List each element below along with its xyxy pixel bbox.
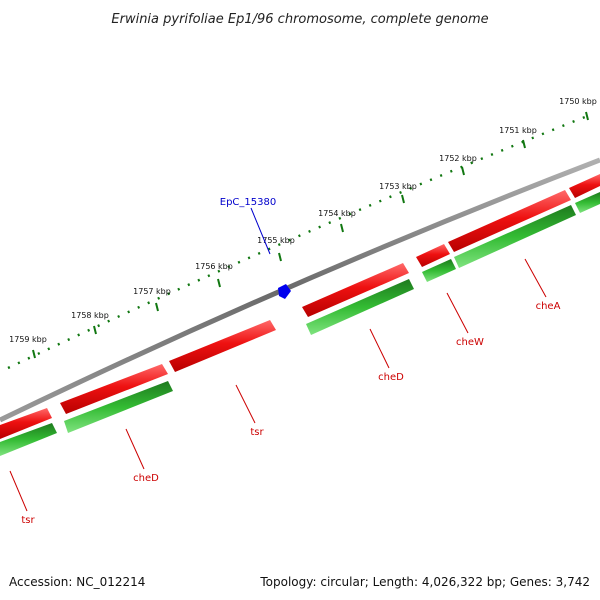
gene-label-leaders bbox=[9, 258, 547, 512]
gene-forward bbox=[302, 263, 409, 317]
forward-strand-genes bbox=[0, 174, 600, 439]
ruler-tick bbox=[461, 166, 465, 176]
ruler-label: 1757 kbp bbox=[133, 287, 171, 296]
gene-label-leader bbox=[369, 328, 390, 369]
ruler: 1750 kbp 1751 kbp 1752 kbp 1753 kbp 1754… bbox=[7, 97, 597, 370]
marker-leader-line bbox=[250, 207, 271, 255]
gene-label: cheA bbox=[536, 301, 561, 312]
gene-label: tsr bbox=[21, 515, 35, 526]
ruler-label: 1759 kbp bbox=[9, 335, 47, 344]
gene-reverse bbox=[454, 205, 576, 268]
ruler-tick bbox=[522, 139, 526, 149]
ruler-tick bbox=[585, 111, 589, 121]
gene-label: tsr bbox=[250, 427, 264, 438]
ruler-label: 1755 kbp bbox=[257, 236, 295, 245]
marker-label: EpC_15380 bbox=[220, 197, 276, 208]
gene-label-leader bbox=[524, 258, 547, 298]
gene-label-leader bbox=[9, 470, 28, 512]
ruler-tick bbox=[278, 252, 282, 262]
ruler-label: 1753 kbp bbox=[379, 182, 417, 191]
ruler-label: 1754 kbp bbox=[318, 209, 356, 218]
gene-reverse bbox=[575, 192, 600, 213]
gene-label-leader bbox=[235, 384, 256, 424]
gene-forward bbox=[60, 364, 168, 414]
ruler-label: 1750 kbp bbox=[559, 97, 597, 106]
ruler-ticks bbox=[32, 111, 589, 359]
chromosome-backbone bbox=[0, 157, 600, 423]
gene-reverse bbox=[306, 279, 414, 335]
pentagon-marker-icon bbox=[278, 284, 291, 299]
accession-text: Accession: NC_012214 bbox=[9, 575, 145, 589]
reverse-strand-genes bbox=[0, 192, 600, 456]
ruler-dots bbox=[7, 113, 591, 370]
gene-reverse bbox=[422, 259, 456, 282]
ruler-tick bbox=[32, 349, 36, 359]
ruler-label: 1756 kbp bbox=[195, 262, 233, 271]
gene-reverse bbox=[64, 381, 173, 433]
gene-forward bbox=[448, 190, 571, 252]
ruler-tick bbox=[93, 325, 97, 335]
ruler-label: 1758 kbp bbox=[71, 311, 109, 320]
gene-label-leader bbox=[446, 292, 469, 334]
gene-forward bbox=[169, 320, 276, 372]
genome-summary-text: Topology: circular; Length: 4,026,322 bp… bbox=[259, 575, 590, 589]
gene-label: cheW bbox=[456, 337, 484, 348]
ruler-tick bbox=[340, 223, 344, 233]
gene-label: cheD bbox=[133, 473, 159, 484]
gene-label: cheD bbox=[378, 372, 404, 383]
ruler-tick bbox=[155, 302, 159, 312]
gene-reverse bbox=[0, 423, 57, 456]
map-title: Erwinia pyrifoliae Ep1/96 chromosome, co… bbox=[111, 12, 488, 27]
ruler-label: 1751 kbp bbox=[499, 126, 537, 135]
gene-forward bbox=[569, 174, 600, 198]
gene-forward bbox=[416, 244, 450, 267]
ruler-tick bbox=[217, 278, 221, 288]
gene-label-leader bbox=[125, 428, 145, 470]
gene-forward bbox=[0, 408, 52, 439]
ruler-tick bbox=[401, 194, 405, 204]
ruler-label: 1752 kbp bbox=[439, 154, 477, 163]
